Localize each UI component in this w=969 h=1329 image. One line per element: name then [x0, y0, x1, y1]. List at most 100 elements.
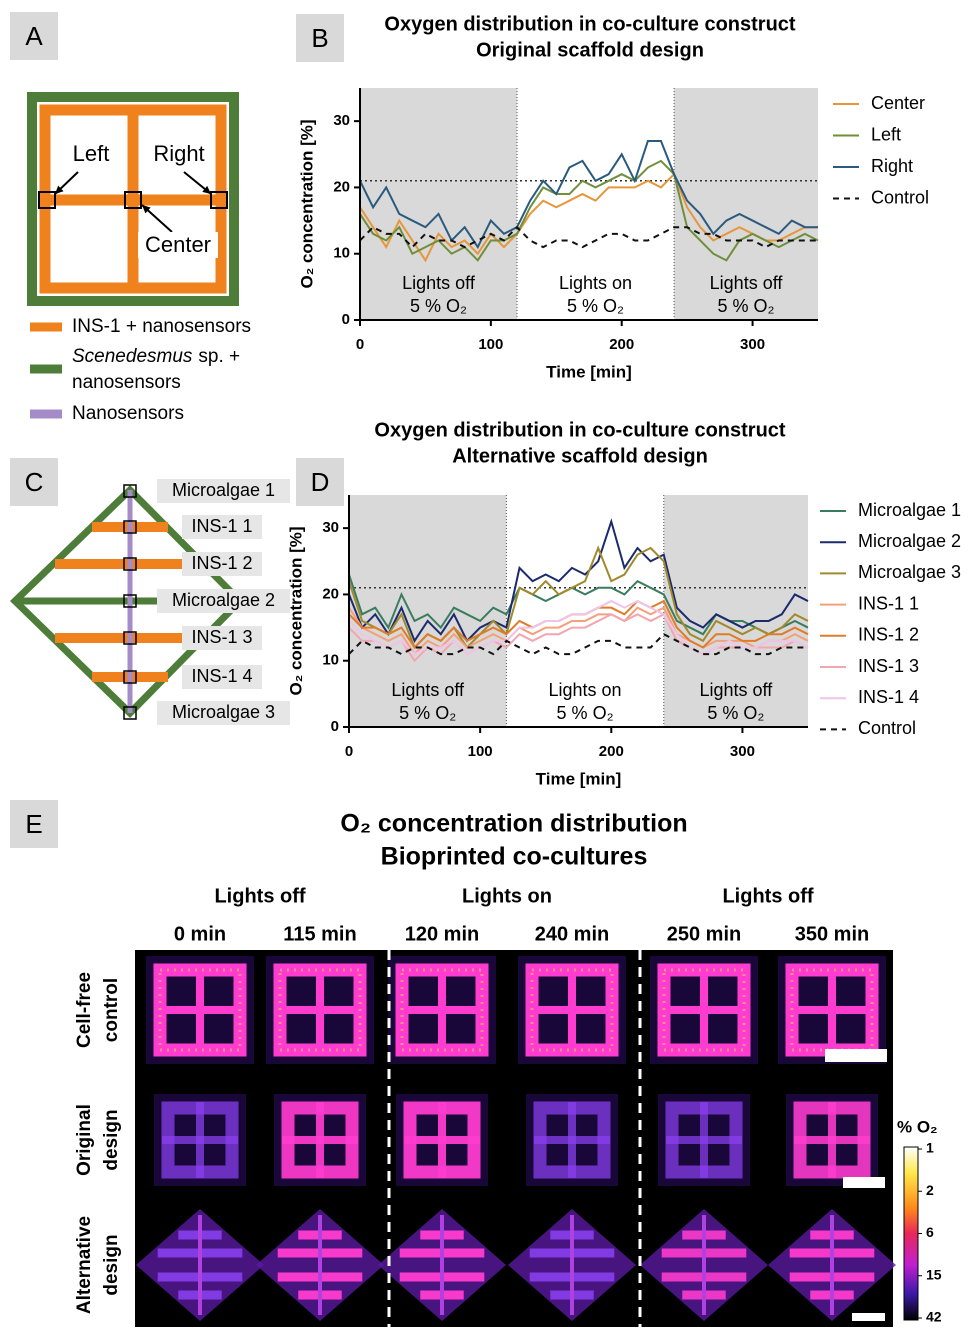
- row-label: design: [101, 1234, 122, 1295]
- diagram-label: Microalgae 3: [172, 702, 275, 722]
- phase-label: Lights on: [462, 885, 552, 907]
- x-tick-label: 300: [730, 743, 755, 760]
- image-tile: [154, 1094, 246, 1186]
- legend-label: INS-1 1: [858, 593, 919, 613]
- legend-label: Microalgae 2: [858, 531, 961, 551]
- region-sublabel: 5 % O₂: [718, 296, 775, 316]
- image-tile: [274, 1094, 366, 1186]
- region-sublabel: 5 % O₂: [410, 296, 467, 316]
- diagram-label: INS-1 1: [191, 516, 252, 536]
- diagram-label: INS-1 3: [191, 627, 252, 647]
- region-label: Lights on: [549, 680, 622, 700]
- phase-label: Lights off: [214, 885, 305, 907]
- y-tick-label: 30: [333, 112, 350, 129]
- panel-letter: D: [311, 467, 330, 497]
- legend-label: Control: [858, 718, 916, 738]
- y-tick-label: 30: [322, 519, 339, 536]
- x-axis-label: Time [min]: [546, 362, 632, 381]
- y-tick-label: 10: [322, 652, 339, 669]
- legend-label: Left: [871, 124, 901, 144]
- x-tick-label: 200: [599, 743, 624, 760]
- colorbar-tick-label: 6: [926, 1224, 934, 1240]
- colorbar-label: % O₂: [897, 1117, 938, 1136]
- scale-bar: [852, 1313, 885, 1321]
- image-tile: [396, 1094, 488, 1186]
- legend-label: INS-1 2: [858, 625, 919, 645]
- region-sublabel: 5 % O₂: [399, 703, 456, 723]
- legend-label: INS-1 4: [858, 687, 919, 707]
- legend-rest: sp. +: [198, 346, 240, 367]
- legend-label: Scenedesmussp. +: [72, 346, 240, 367]
- image-tile: [388, 956, 496, 1064]
- region-sublabel: 5 % O₂: [707, 703, 764, 723]
- panel-letter: E: [25, 809, 42, 839]
- region-label: Lights on: [559, 273, 632, 293]
- region-label: Lights off: [700, 680, 774, 700]
- y-tick-label: 10: [333, 245, 350, 262]
- legend-label: Microalgae 3: [858, 562, 961, 582]
- x-tick-label: 0: [345, 743, 353, 760]
- row-label: control: [101, 978, 122, 1042]
- time-label: 0 min: [174, 923, 226, 945]
- colorbar-tick-label: 15: [926, 1266, 942, 1282]
- row-label: Cell-free: [74, 972, 95, 1048]
- panel-letter: C: [25, 467, 44, 497]
- phase-label: Lights off: [722, 885, 813, 907]
- legend-label: Right: [871, 156, 913, 176]
- image-tile: [146, 956, 254, 1064]
- x-tick-label: 200: [609, 336, 634, 353]
- figure: ABCDELeftRightCenterINS-1 + nanosensorsS…: [0, 0, 969, 1329]
- image-tile: [650, 956, 758, 1064]
- time-label: 115 min: [283, 923, 356, 945]
- image-tile: [786, 1094, 878, 1186]
- legend-label: Control: [871, 187, 929, 207]
- row-label: Alternative: [74, 1216, 95, 1314]
- legend-label: Microalgae 1: [858, 500, 961, 520]
- time-label: 120 min: [405, 923, 479, 945]
- chart-subtitle: Original scaffold design: [476, 39, 704, 61]
- image-tile: [526, 1094, 618, 1186]
- time-label: 350 min: [795, 923, 869, 945]
- colorbar-tick-label: 2: [926, 1182, 934, 1198]
- diagram-label: Right: [153, 141, 204, 166]
- colorbar-tick-label: 1: [926, 1140, 934, 1156]
- chart-title: Oxygen distribution in co-culture constr…: [374, 419, 785, 441]
- row-label: Original: [74, 1104, 95, 1176]
- legend-label: nanosensors: [72, 372, 181, 393]
- image-tile: [778, 956, 886, 1064]
- colorbar-tick-label: 42: [926, 1309, 942, 1325]
- chart-title: Oxygen distribution in co-culture constr…: [384, 13, 795, 35]
- chart-subtitle: Alternative scaffold design: [452, 445, 708, 467]
- y-tick-label: 20: [333, 178, 350, 195]
- diagram-label: Left: [73, 141, 110, 166]
- y-tick-label: 20: [322, 585, 339, 602]
- region-sublabel: 5 % O₂: [557, 703, 614, 723]
- x-tick-label: 300: [740, 336, 765, 353]
- legend-label: Nanosensors: [72, 403, 184, 424]
- y-axis-label: O₂ concentration [%]: [297, 119, 316, 288]
- diagram-label: Microalgae 2: [172, 590, 275, 610]
- row-label: design: [101, 1109, 122, 1170]
- diagram-label: INS-1 4: [191, 666, 252, 686]
- x-tick-label: 100: [478, 336, 503, 353]
- image-tile: [518, 956, 626, 1064]
- diagram-label: INS-1 2: [191, 553, 252, 573]
- diagram-label: Microalgae 1: [172, 480, 275, 500]
- legend-label: INS-1 3: [858, 656, 919, 676]
- y-tick-label: 0: [342, 311, 350, 328]
- image-tile: [266, 956, 374, 1064]
- region-label: Lights off: [402, 273, 476, 293]
- region-label: Lights off: [710, 273, 784, 293]
- image-tile: [658, 1094, 750, 1186]
- time-label: 250 min: [667, 923, 741, 945]
- diagram-label: Center: [145, 232, 211, 257]
- panel-letter: B: [311, 23, 328, 53]
- section-subtitle: Bioprinted co-cultures: [381, 843, 648, 871]
- legend-label: Center: [871, 93, 925, 113]
- colorbar: [904, 1147, 918, 1320]
- region-sublabel: 5 % O₂: [567, 296, 624, 316]
- x-tick-label: 100: [468, 743, 493, 760]
- section-title: O₂ concentration distribution: [340, 810, 687, 838]
- time-label: 240 min: [535, 923, 609, 945]
- legend-label: INS-1 + nanosensors: [72, 316, 251, 337]
